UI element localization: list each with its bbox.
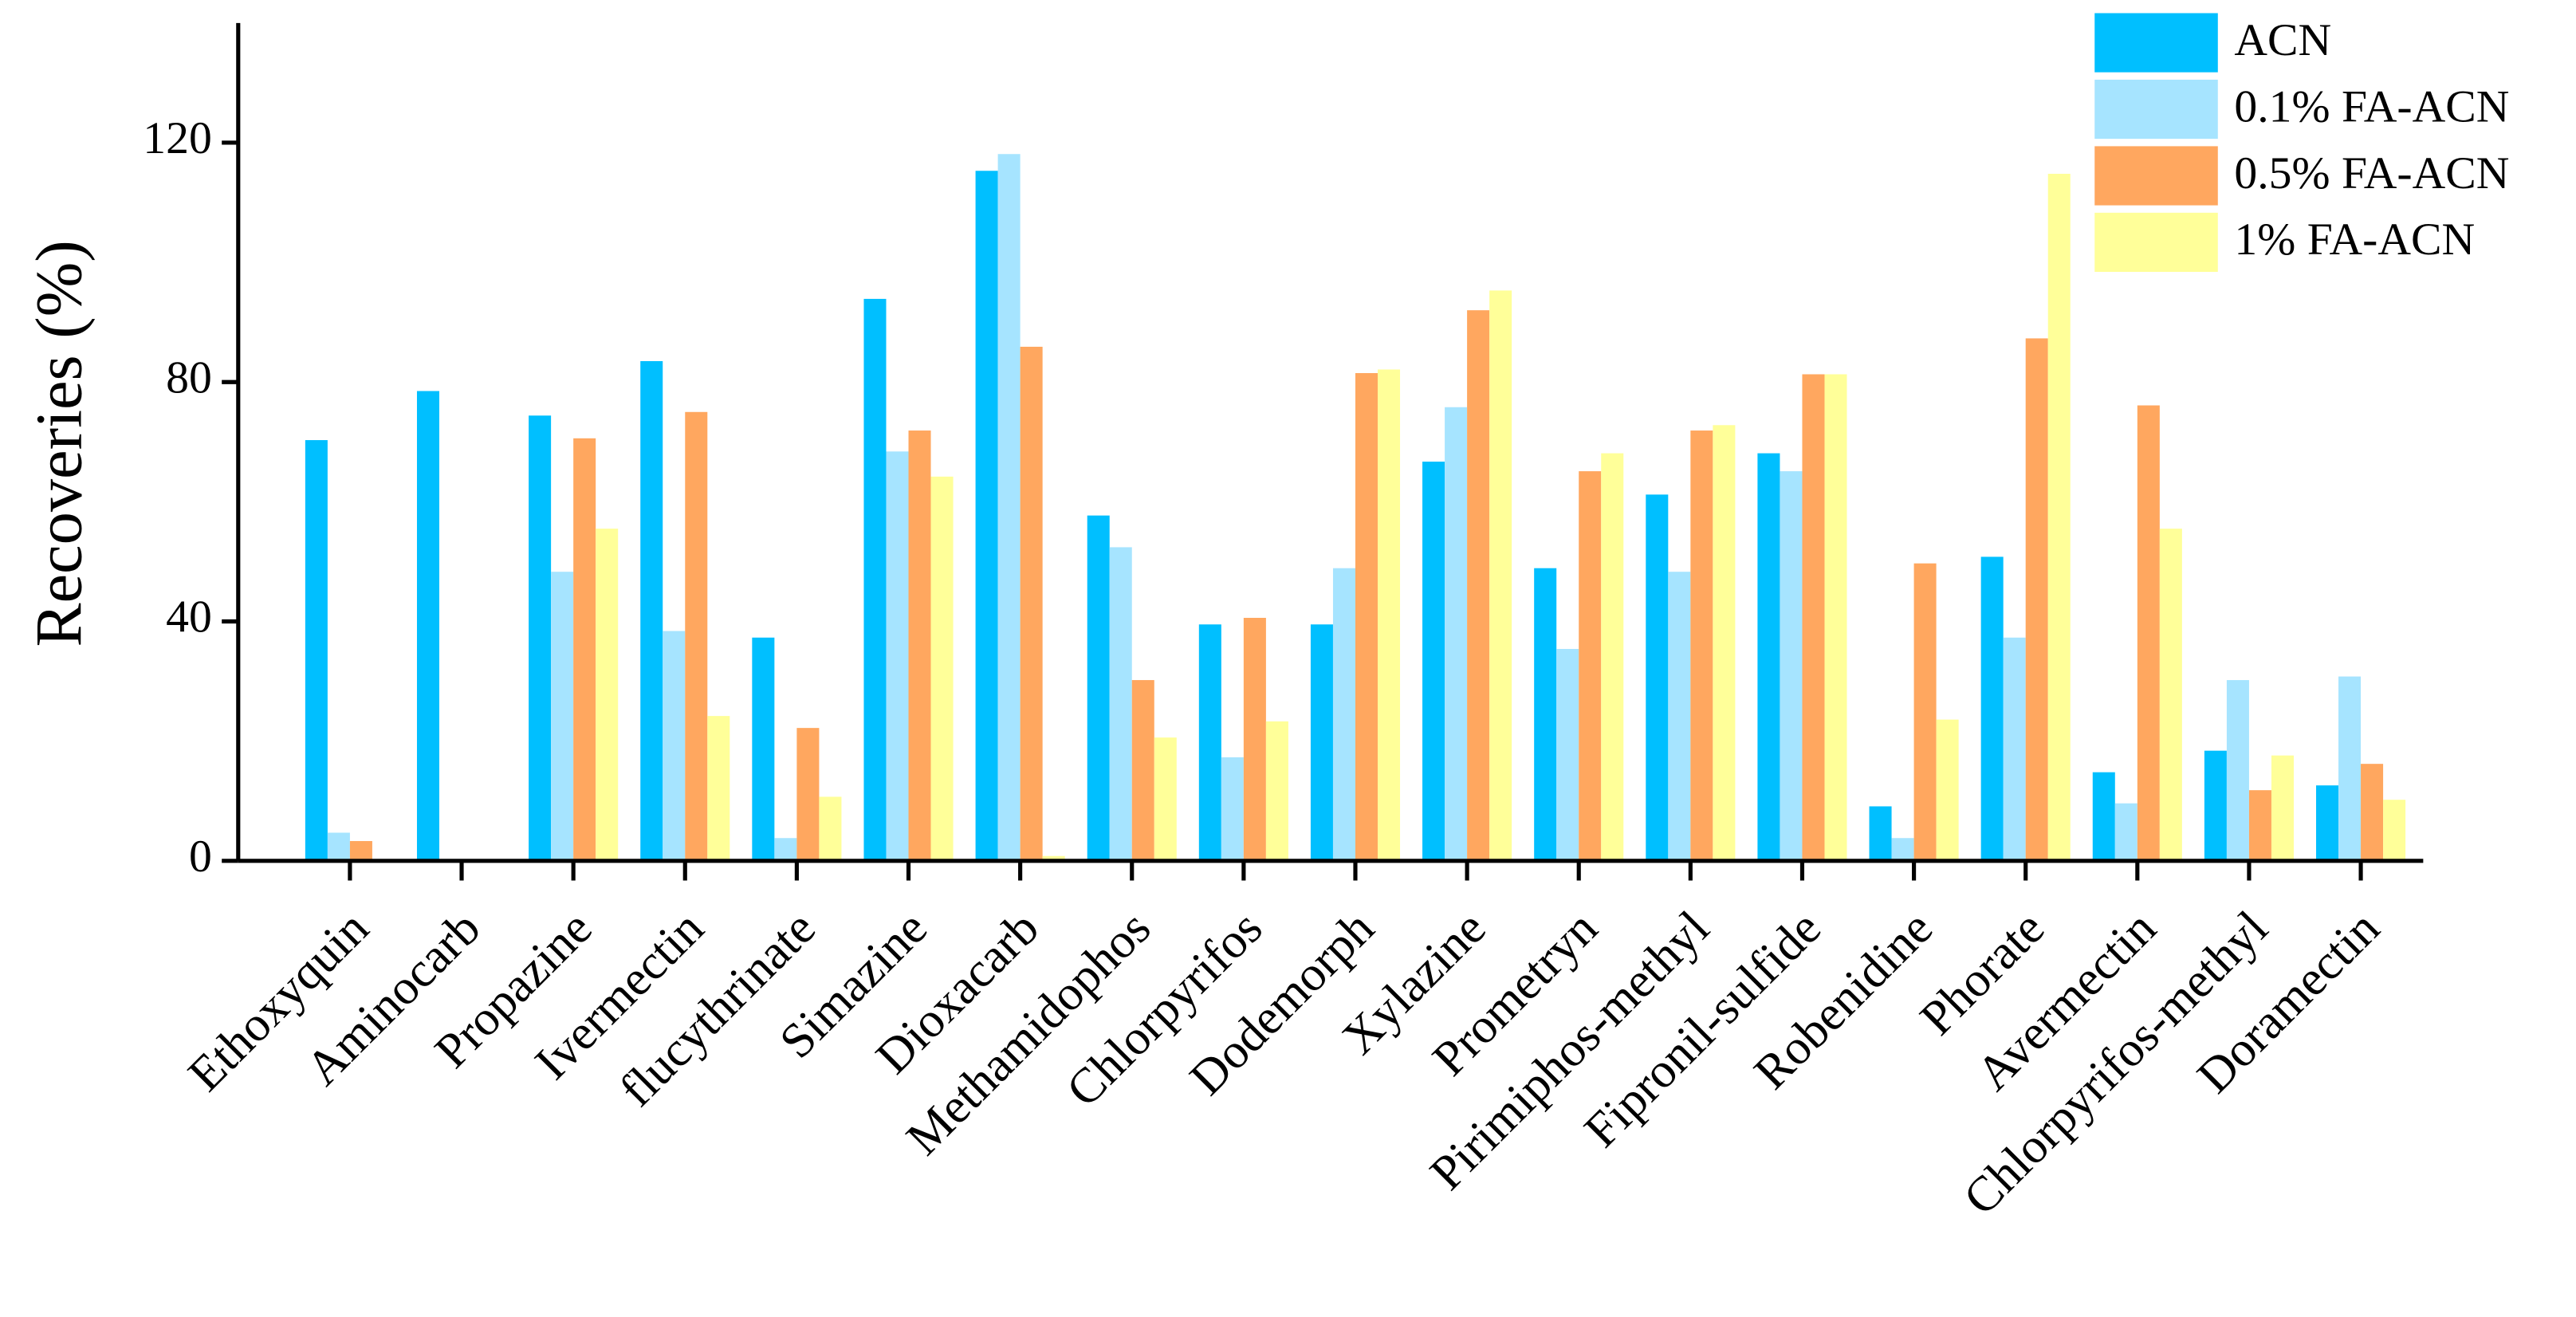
bar <box>930 476 954 861</box>
bar <box>1913 563 1937 861</box>
bar <box>2003 637 2026 861</box>
bar <box>1534 568 1557 861</box>
bar <box>1042 855 1065 861</box>
legend-label: 1% FA-ACN <box>2234 214 2475 265</box>
bar <box>1221 757 1244 861</box>
y-tick-label: 120 <box>143 113 212 163</box>
bar <box>551 572 574 861</box>
bar <box>416 391 440 861</box>
bar <box>2248 790 2271 861</box>
bar <box>1869 806 1892 861</box>
legend-label: ACN <box>2234 15 2331 65</box>
bar <box>774 838 797 861</box>
bar <box>1489 290 1512 861</box>
bar <box>1802 374 1825 861</box>
bar <box>1668 572 1691 861</box>
legend-swatch <box>2094 146 2218 206</box>
bar <box>1154 737 1177 861</box>
bar <box>1980 556 2004 861</box>
bar <box>863 298 887 861</box>
legend-swatch <box>2094 13 2218 73</box>
y-axis-label: Recoveries (%) <box>22 240 95 647</box>
bar <box>305 440 328 861</box>
bar <box>1690 430 1713 861</box>
bar <box>1265 721 1288 861</box>
bar <box>2361 764 2384 861</box>
bar <box>1445 407 1468 861</box>
bar <box>573 438 596 861</box>
bar <box>1355 372 1378 861</box>
y-tick-label: 40 <box>166 592 212 643</box>
bar <box>2271 755 2294 861</box>
bar <box>1757 453 1780 861</box>
y-tick-label: 80 <box>166 352 212 403</box>
bar <box>975 171 998 861</box>
bar <box>2383 800 2406 861</box>
bar <box>2092 772 2115 861</box>
bar <box>2114 803 2137 861</box>
legend-swatch <box>2094 212 2218 273</box>
bar <box>1378 369 1401 861</box>
bar <box>640 360 663 861</box>
bar <box>2047 174 2071 861</box>
bar <box>349 840 372 861</box>
bar <box>886 451 909 861</box>
bar <box>663 631 686 861</box>
bar <box>1646 494 1669 861</box>
bar <box>529 415 552 861</box>
bar <box>1332 568 1355 861</box>
bar <box>2159 529 2182 861</box>
bar <box>1087 515 1110 861</box>
bar <box>2137 405 2160 861</box>
bar <box>2025 338 2048 861</box>
bar <box>1310 624 1333 861</box>
bar <box>2316 785 2339 861</box>
bar <box>1579 471 1602 861</box>
bar <box>1243 617 1266 861</box>
bar <box>1713 425 1736 861</box>
bar <box>1891 838 1914 861</box>
bar <box>2338 676 2362 861</box>
bar <box>1198 624 1221 861</box>
bar <box>908 430 931 861</box>
y-tick-label: 0 <box>189 831 212 882</box>
legend-label: 0.5% FA-ACN <box>2234 148 2509 199</box>
bar <box>796 728 820 861</box>
bar <box>1780 471 1803 861</box>
bar <box>1020 346 1043 861</box>
bar <box>327 832 350 861</box>
bar <box>1467 310 1490 861</box>
bar <box>1601 453 1624 861</box>
bar <box>2226 680 2249 861</box>
bar <box>1936 719 1959 861</box>
bar <box>997 154 1021 861</box>
bar <box>1556 649 1579 861</box>
bar <box>1131 680 1154 861</box>
bar <box>685 411 708 861</box>
bar <box>1109 547 1132 861</box>
bar <box>752 637 775 861</box>
bar <box>1422 462 1445 861</box>
bar <box>819 796 842 861</box>
bar <box>596 529 619 861</box>
bar <box>707 716 730 861</box>
bar <box>1824 374 1847 861</box>
legend-swatch <box>2094 79 2218 140</box>
legend-label: 0.1% FA-ACN <box>2234 81 2509 132</box>
bar <box>2204 750 2227 861</box>
